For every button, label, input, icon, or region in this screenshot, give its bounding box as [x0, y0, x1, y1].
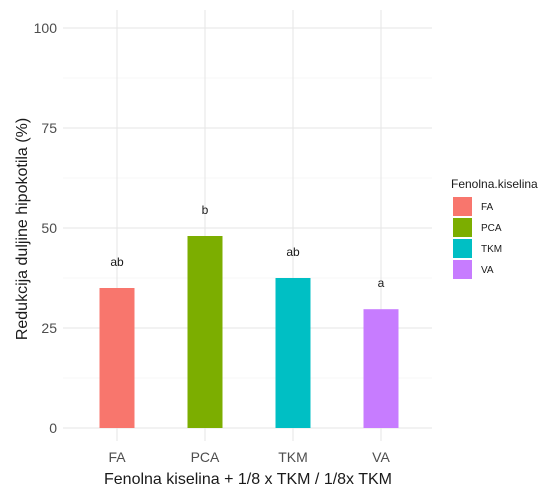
y-axis-ticks: 0 25 50 75 100	[34, 20, 58, 436]
significance-labels: ab b ab a	[110, 203, 384, 290]
x-tick-label: FA	[108, 449, 126, 465]
legend: Fenolna.kiselina FA PCA TKM VA	[451, 177, 538, 279]
legend-key-tkm	[453, 239, 472, 258]
y-tick-label: 75	[41, 120, 57, 136]
legend-title: Fenolna.kiselina	[451, 177, 538, 191]
y-tick-label: 25	[41, 320, 57, 336]
bars-group	[99, 236, 399, 428]
legend-key-fa	[453, 197, 472, 216]
significance-label: b	[202, 203, 209, 217]
bar-pca	[187, 236, 223, 428]
y-tick-label: 100	[34, 20, 58, 36]
significance-label: ab	[286, 245, 300, 259]
x-axis-ticks: FA PCA TKM VA	[108, 449, 390, 465]
significance-label: a	[378, 276, 385, 290]
legend-label: FA	[481, 202, 494, 213]
significance-label: ab	[110, 255, 124, 269]
legend-key-va	[453, 260, 472, 279]
y-axis-title: Redukcija duljine hipokotila (%)	[14, 118, 31, 340]
x-tick-label: VA	[372, 449, 390, 465]
y-tick-label: 50	[41, 220, 57, 236]
x-tick-label: TKM	[278, 449, 308, 465]
legend-key-pca	[453, 218, 472, 237]
y-tick-label: 0	[49, 420, 57, 436]
bar-va	[363, 309, 399, 428]
x-tick-label: PCA	[191, 449, 220, 465]
legend-label: PCA	[481, 223, 502, 234]
x-axis-title: Fenolna kiselina + 1/8 x TKM / 1/8x TKM	[104, 471, 392, 488]
legend-label: TKM	[481, 244, 502, 255]
bar-fa	[99, 288, 135, 428]
bar-tkm	[275, 278, 311, 428]
legend-label: VA	[481, 265, 494, 276]
